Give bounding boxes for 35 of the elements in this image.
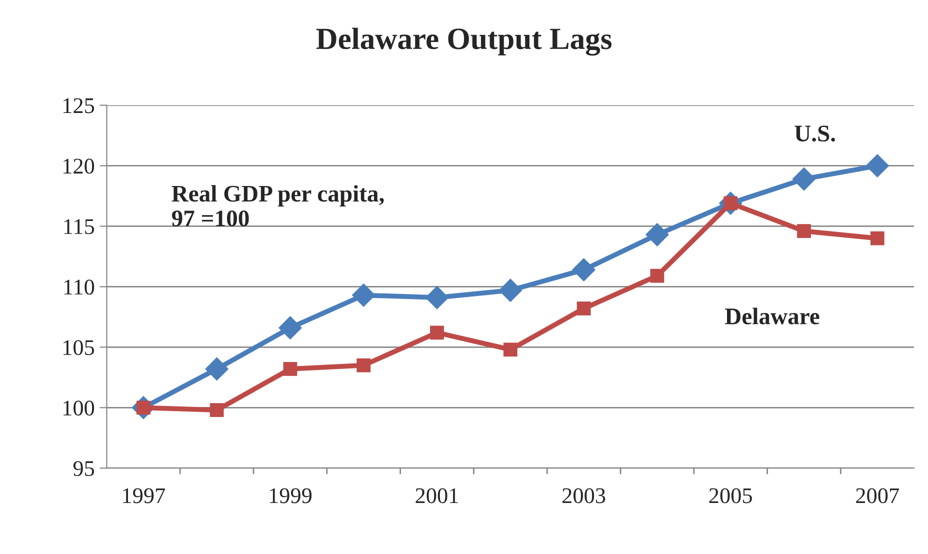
y-tick-label: 100 [64,400,94,416]
y-tick-label: 115 [64,219,94,234]
point [645,222,669,246]
y-tick-label: 125 [64,98,94,114]
annotation: Real GDP per capita, 97 =100 [172,185,384,226]
x-tick-label: 2005 [709,488,752,504]
x-tick-label: 1999 [270,488,312,504]
y-tick-label: 105 [64,340,94,356]
y-tick-label: 95 [73,461,94,476]
point [430,326,444,340]
point [210,403,224,418]
y-tick-label: 120 [64,158,94,174]
point [792,167,816,191]
point [866,154,890,178]
point [650,268,664,283]
point [356,358,371,372]
point [352,283,376,307]
point [797,224,811,238]
x-tick-label: 1997 [123,488,165,504]
point [498,278,522,302]
point [278,316,302,340]
x-tick-label: 2003 [562,488,606,504]
series-label: U.S. [794,126,835,142]
point [572,258,596,282]
point [205,357,229,381]
point [870,231,884,246]
x-tick-label: 2007 [856,488,899,504]
text: Delaware [725,308,820,324]
chart-title: Delaware Output Lags [316,28,612,56]
point [576,302,591,316]
point [425,286,449,310]
y-tick-label: 110 [64,280,94,295]
point [503,342,518,357]
point [283,362,298,376]
x-tick-label: 2001 [416,488,458,504]
